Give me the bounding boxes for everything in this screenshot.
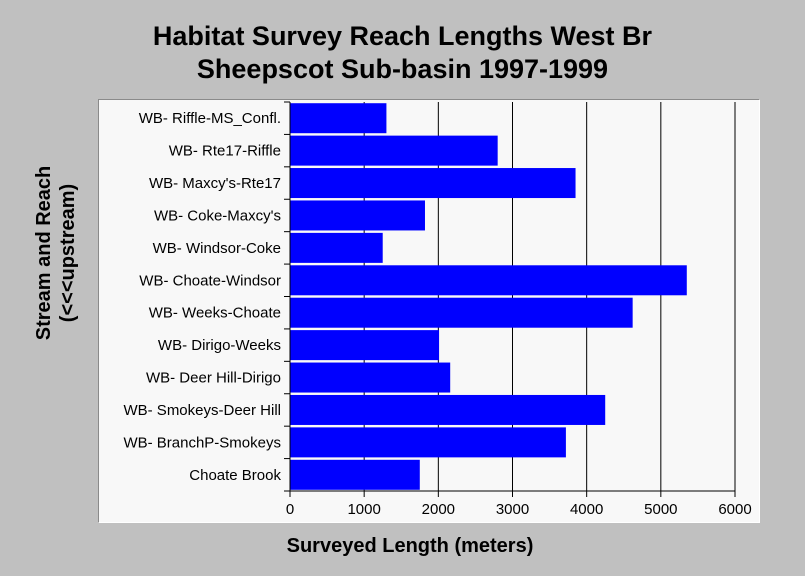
y-category-label: WB- Coke-Maxcy's [154, 207, 281, 224]
bar [290, 362, 451, 393]
x-tick-label: 2000 [422, 501, 455, 518]
x-tick-label: 5000 [644, 501, 677, 518]
bar [290, 330, 440, 361]
y-category-label: WB- Weeks-Choate [149, 305, 281, 322]
y-axis-label-line-1: Stream and Reach [33, 165, 55, 341]
bar [290, 200, 425, 231]
x-tick-label: 3000 [496, 501, 529, 518]
bar [290, 265, 687, 296]
bar [290, 135, 498, 166]
chart-title-line-1: Habitat Survey Reach Lengths West Br [152, 21, 653, 51]
x-tick-label: 4000 [570, 501, 603, 518]
y-category-label: WB- Deer Hill-Dirigo [146, 370, 281, 387]
y-category-label: WB- Choate-Windsor [139, 272, 281, 289]
y-axis-label: Stream and Reach (<<<upstream) [32, 166, 80, 341]
bar [290, 459, 420, 490]
y-category-label: WB- Rte17-Riffle [169, 143, 281, 160]
y-axis-label-line-2: (<<<upstream) [57, 183, 79, 323]
chart-title: Habitat Survey Reach Lengths West Br She… [0, 20, 805, 86]
x-tick-label: 6000 [718, 501, 751, 518]
y-category-label: Choate Brook [189, 467, 281, 484]
x-tick-label: 0 [286, 501, 294, 518]
bar [290, 427, 566, 458]
bar [290, 297, 633, 328]
x-axis-label: Surveyed Length (meters) [286, 535, 534, 557]
y-category-label: WB- Riffle-MS_Confl. [139, 110, 281, 127]
x-tick-label: 1000 [347, 501, 380, 518]
bar [290, 394, 606, 425]
bar [290, 232, 383, 263]
y-category-label: WB- Windsor-Coke [153, 240, 281, 257]
y-category-label: WB- BranchP-Smokeys [123, 434, 281, 451]
y-category-label: WB- Maxcy's-Rte17 [149, 175, 281, 192]
y-category-label: WB- Smokeys-Deer Hill [123, 402, 281, 419]
bar [290, 168, 576, 199]
y-category-label: WB- Dirigo-Weeks [158, 337, 281, 354]
bar [290, 103, 387, 134]
chart-title-line-2: Sheepscot Sub-basin 1997-1999 [196, 54, 609, 84]
